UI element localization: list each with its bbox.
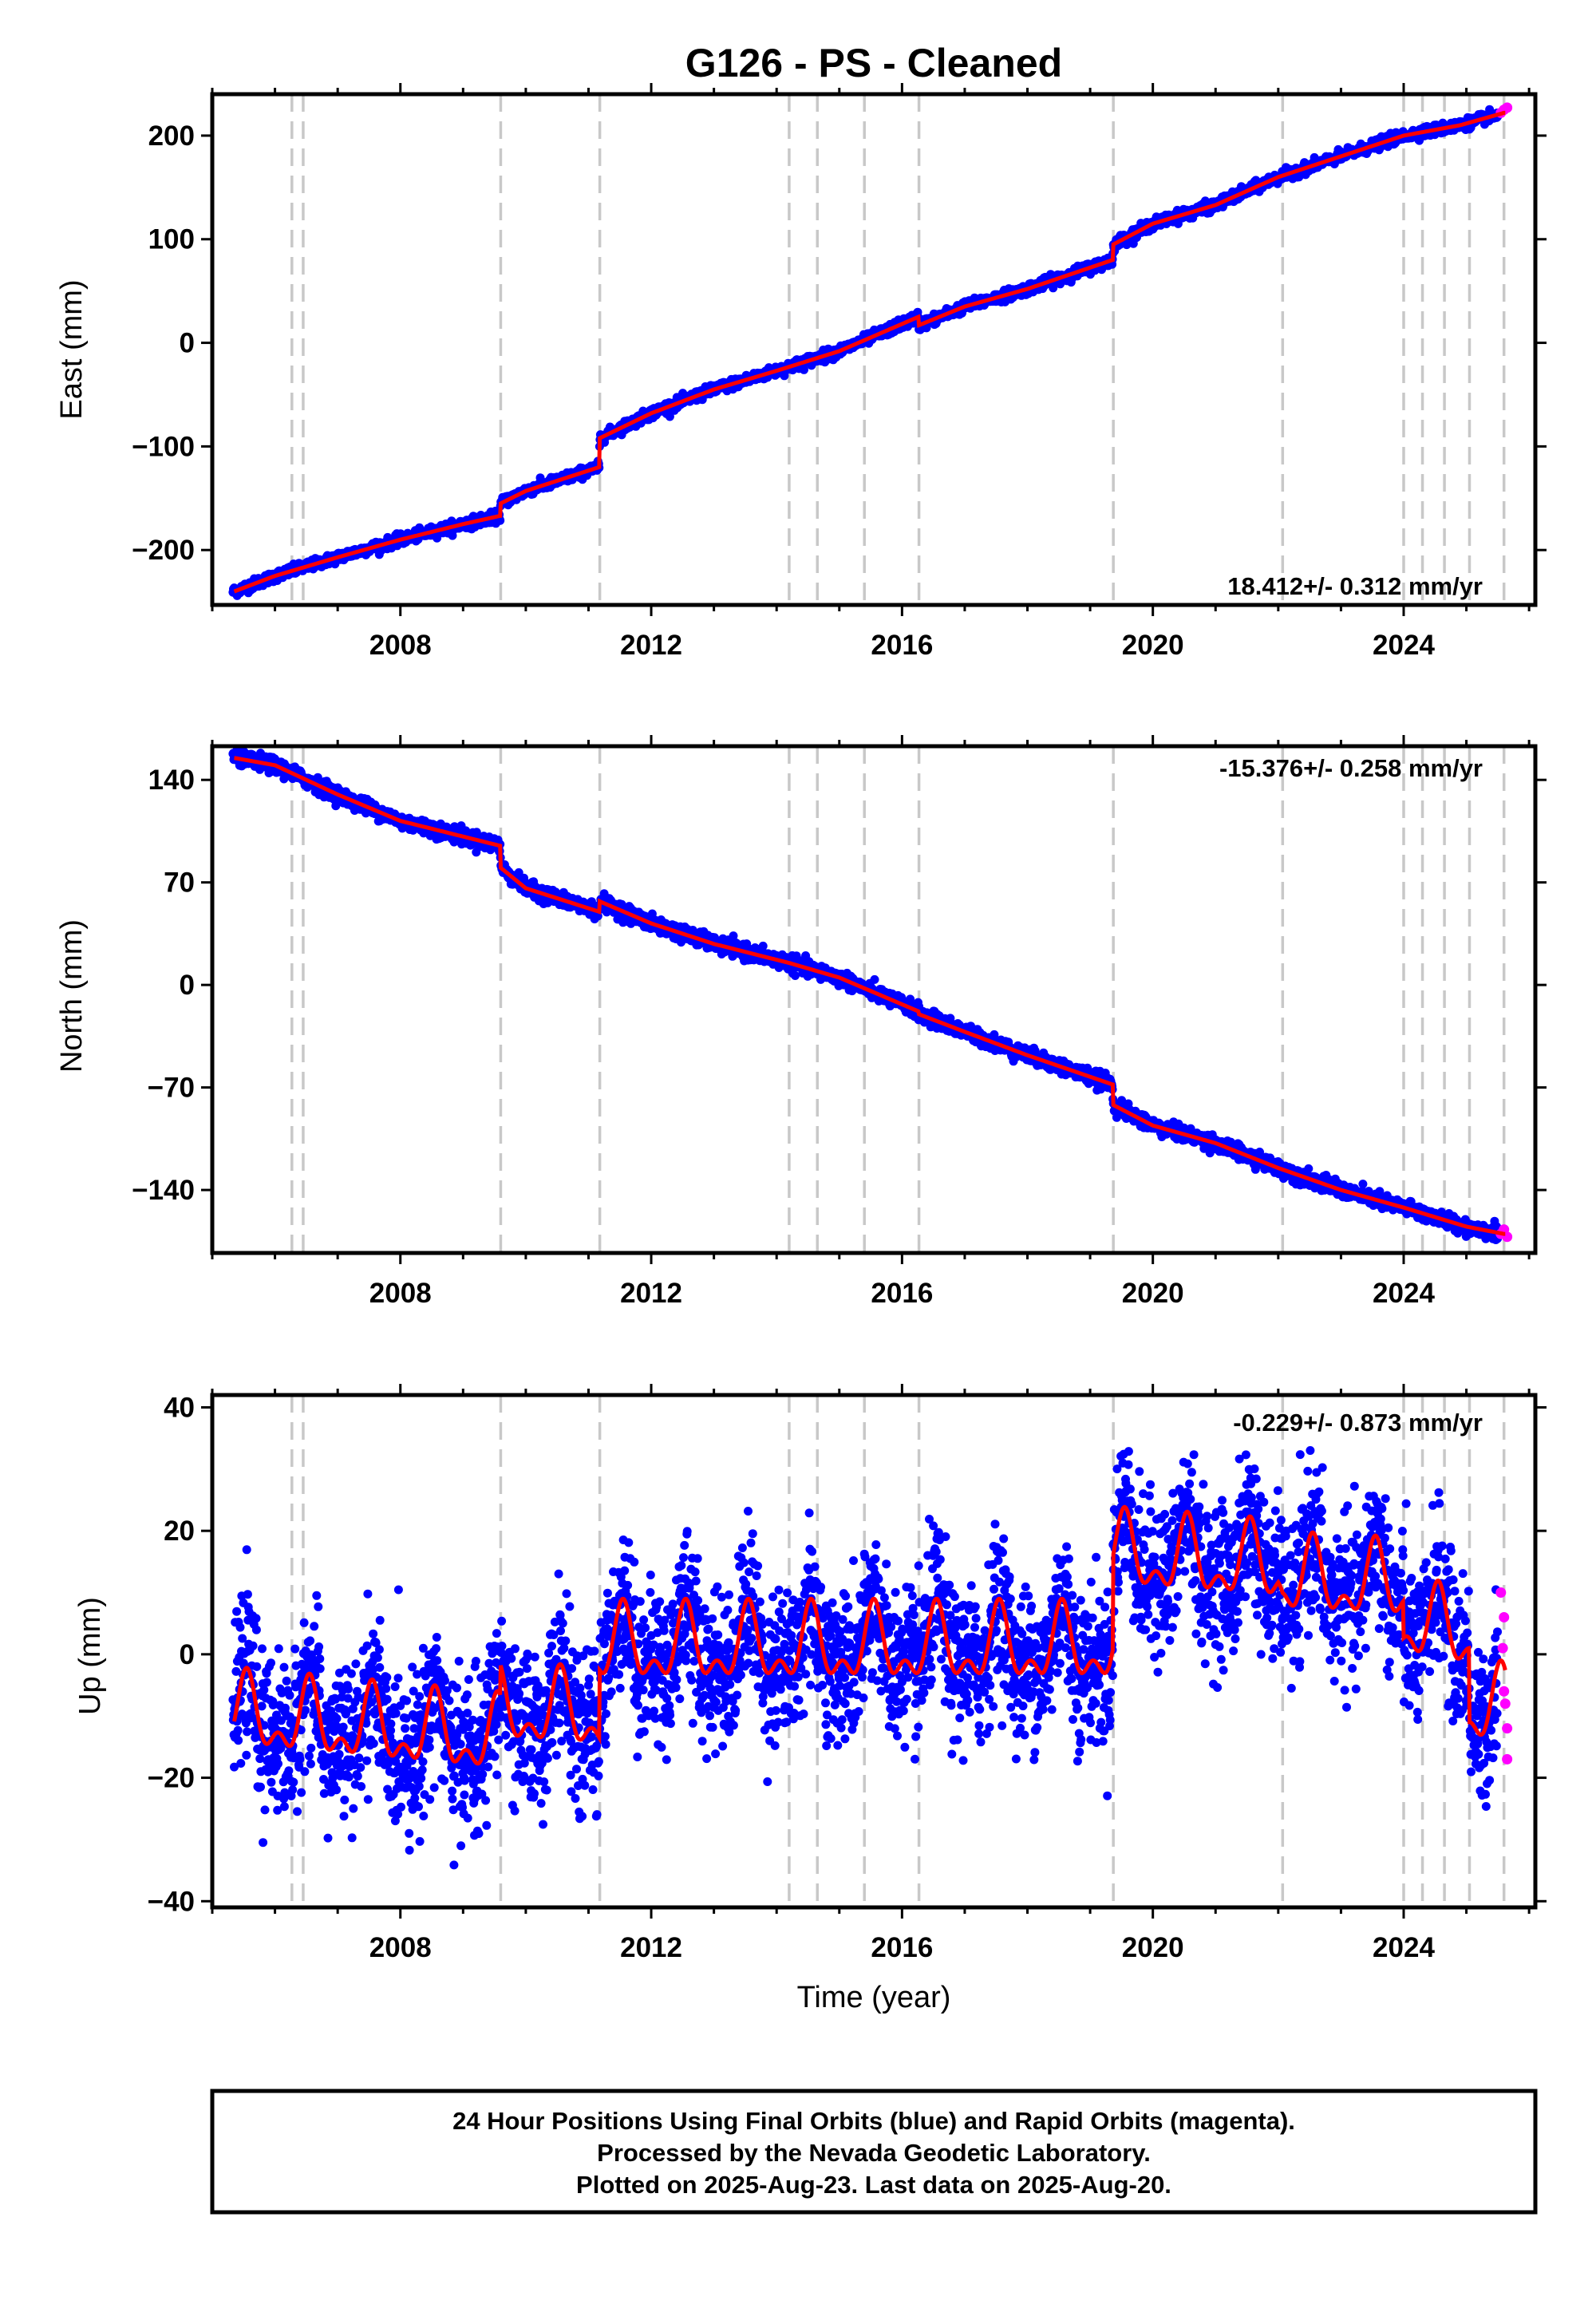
y-tick-label: −100 <box>132 431 195 462</box>
y-tick-label: 100 <box>148 224 195 255</box>
x-tick-label: 2016 <box>871 630 933 661</box>
data-point <box>800 365 808 374</box>
data-point <box>758 941 768 951</box>
y-tick-label: 0 <box>180 328 195 359</box>
panel-east: East (mm) 200 100 0 −100 −200 2008 2012 2016 20… <box>55 83 1547 661</box>
north-y-axis-label: North (mm) <box>55 919 89 1073</box>
x-tick-label: 2024 <box>1373 630 1435 661</box>
y-tick-label: −200 <box>132 535 195 566</box>
east-y-axis-label: East (mm) <box>55 279 89 419</box>
east-offset-lines <box>290 94 1506 605</box>
x-tick-label: 2020 <box>1122 630 1184 661</box>
data-point <box>870 974 879 984</box>
data-point <box>665 412 674 421</box>
x-tick-label: 2012 <box>620 630 682 661</box>
x-tick-label: 2008 <box>369 630 432 661</box>
east-rate-label: 18.412+/- 0.312 mm/yr <box>1227 572 1483 600</box>
data-point <box>791 971 800 980</box>
chart-title: G126 - PS - Cleaned <box>685 41 1062 85</box>
y-tick-label: 200 <box>148 121 195 152</box>
